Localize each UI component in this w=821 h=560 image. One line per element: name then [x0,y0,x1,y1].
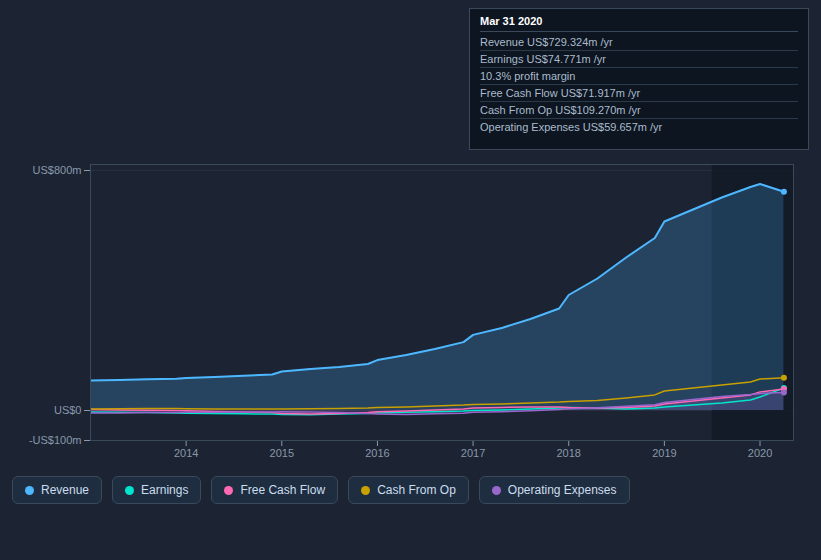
html-text:Free Cash Flow US$71.917m /yr: Free Cash Flow US$71.917m /yr [480,87,641,99]
html-text:Cash From Op: Cash From Op [377,483,456,497]
html-text:Revenue: Revenue [41,483,89,497]
html-text:Earnings: Earnings [141,483,189,497]
svg-text:2018: 2018 [556,447,580,459]
svg-text:2020: 2020 [748,447,772,459]
html-text:Mar 31 2020: Mar 31 2020 [480,15,543,27]
html-text:Earnings US$74.771m /yr: Earnings US$74.771m /yr [480,53,606,65]
svg-text:US$800m: US$800m [33,164,82,176]
svg-text:2019: 2019 [652,447,676,459]
html-text:Cash From Op US$109.270m /yr: Cash From Op US$109.270m /yr [480,104,641,116]
html-text:Operating Expenses US$59.657m: Operating Expenses US$59.657m /yr [480,121,663,133]
svg-text:2014: 2014 [174,447,198,459]
html-text:10.3% profit margin: 10.3% profit margin [480,70,576,82]
svg-text:2015: 2015 [270,447,294,459]
svg-text:US$0: US$0 [54,404,82,416]
html-text:Operating Expenses: Operating Expenses [507,483,617,497]
svg-text:2017: 2017 [461,447,485,459]
html-text:Revenue US$729.324m /yr: Revenue US$729.324m /yr [480,36,613,48]
html-text:Free Cash Flow: Free Cash Flow [240,483,326,497]
svg-text:-US$100m: -US$100m [29,434,82,446]
svg-text:2016: 2016 [365,447,389,459]
